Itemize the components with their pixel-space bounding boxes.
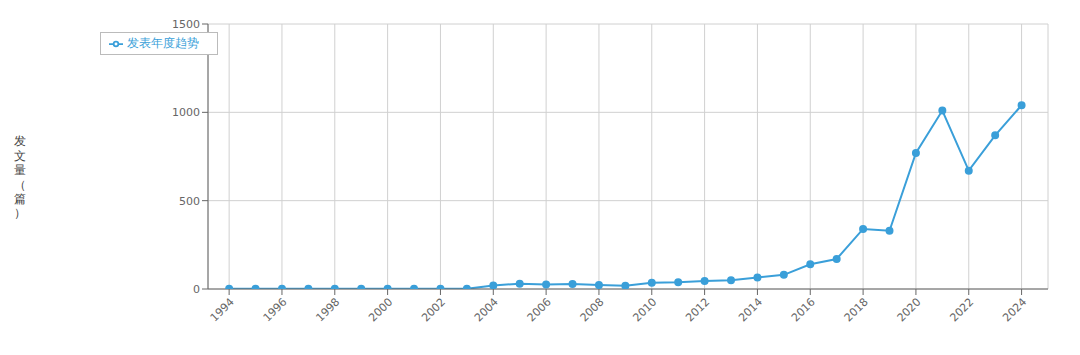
svg-text:2020: 2020 [895,295,924,324]
html-text:篇: 篇 [14,191,26,206]
svg-text:500: 500 [179,195,200,208]
svg-text:2024: 2024 [1000,295,1029,324]
svg-text:2018: 2018 [842,295,871,324]
html-text:发表年度趋势: 发表年度趋势 [127,36,199,50]
svg-text:2000: 2000 [366,295,395,324]
html-text:发: 发 [14,134,26,149]
svg-text:2010: 2010 [630,295,659,324]
svg-text:1500: 1500 [172,18,200,31]
svg-text:2014: 2014 [736,295,765,324]
svg-text:1994: 1994 [208,295,237,324]
svg-text:2002: 2002 [419,295,448,324]
html-text:文: 文 [14,148,26,163]
svg-text:1000: 1000 [172,106,200,119]
svg-text:2006: 2006 [525,295,554,324]
svg-text:2008: 2008 [578,295,607,324]
svg-text:2016: 2016 [789,295,818,324]
svg-text:0: 0 [193,283,200,296]
svg-text:2022: 2022 [947,295,976,324]
html-text:量: 量 [14,163,26,178]
svg-text:2004: 2004 [472,295,501,324]
svg-text:1996: 1996 [261,295,290,324]
svg-text:1998: 1998 [313,295,342,324]
svg-text:2012: 2012 [683,295,712,324]
